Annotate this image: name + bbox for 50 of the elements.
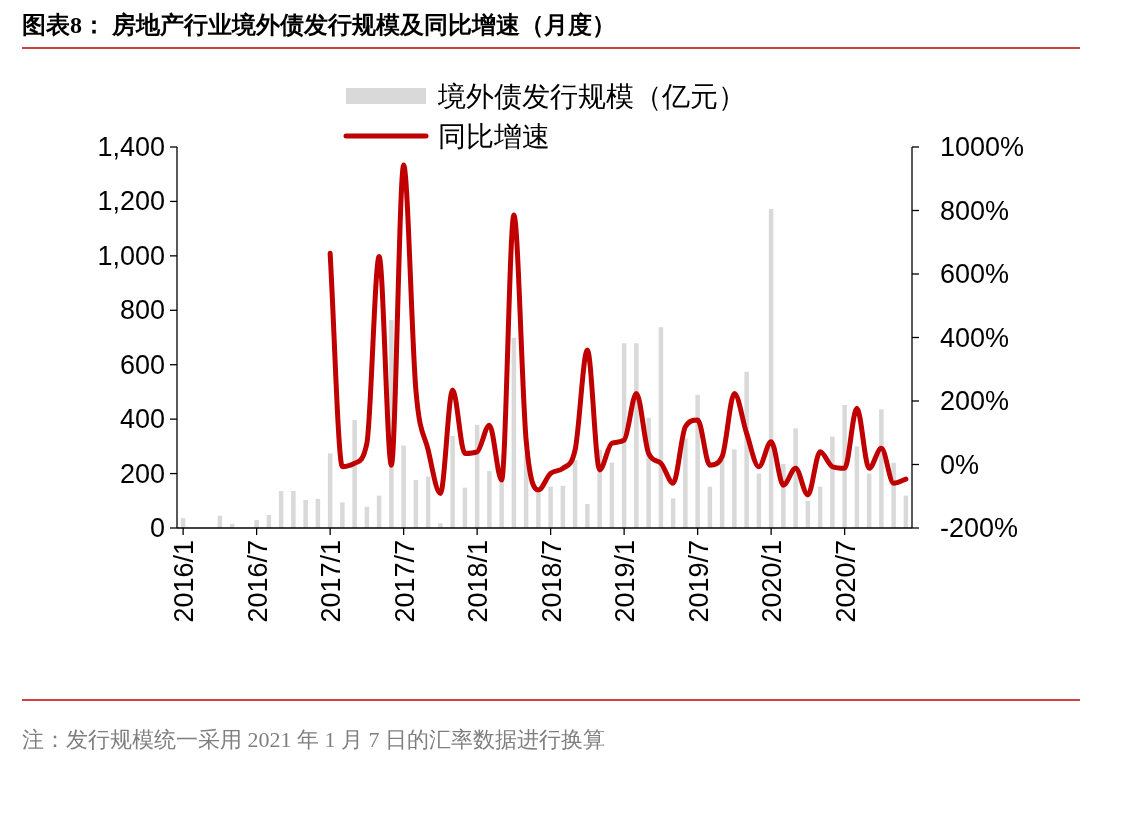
x-tick-label: 2017/7 [389, 540, 420, 623]
x-tick-label: 2018/1 [463, 540, 494, 623]
bar [830, 436, 835, 528]
bar [695, 394, 700, 528]
y-tick-label: 800 [119, 295, 165, 326]
bar [340, 502, 345, 528]
bar [303, 499, 308, 528]
y-tick-label: 600 [119, 349, 165, 380]
bar [352, 419, 357, 528]
x-tick-label: 2020/1 [757, 540, 788, 623]
y2-tick-label: -200% [940, 513, 1019, 543]
bar [254, 520, 259, 528]
bar [879, 409, 884, 528]
x-tick-label: 2016/1 [169, 540, 200, 623]
text: 注：发行规模统一采用 2021 年 1 月 7 日的汇率数据进行换算 [22, 727, 605, 752]
bar [536, 492, 541, 528]
bar [487, 471, 492, 528]
bar [450, 436, 455, 528]
bar [499, 480, 504, 528]
bar [548, 486, 553, 528]
bar [842, 404, 847, 528]
y2-tick-label: 600% [940, 259, 1010, 289]
x-tick-label: 2018/7 [536, 540, 567, 623]
x-tick-label: 2019/7 [683, 540, 714, 623]
x-tick-label: 2020/7 [830, 540, 861, 623]
bar [291, 490, 296, 528]
y-tick-label: 0 [149, 513, 165, 543]
bar [732, 449, 737, 528]
y2-tick-label: 0% [940, 449, 980, 480]
x-tick-label: 2019/1 [610, 540, 641, 623]
y2-tick-label: 800% [940, 195, 1010, 226]
chart-title: 图表8： 房地产行业境外债发行规模及同比增速（月度） [22, 12, 616, 38]
y2-tick-label: 200% [940, 386, 1010, 416]
y2-tick-label: 400% [940, 322, 1010, 353]
y-tick-label: 1,400 [97, 132, 165, 162]
legend-label: 境外债发行规模（亿元） [437, 81, 746, 112]
y-tick-label: 1,200 [97, 186, 165, 217]
bar [634, 343, 639, 528]
y-tick-label: 200 [119, 458, 165, 489]
bar [438, 523, 443, 528]
y2-tick-label: 1000% [940, 132, 1025, 162]
bar [401, 445, 406, 528]
y-tick-label: 1,000 [97, 240, 165, 271]
x-tick-label: 2017/1 [316, 540, 347, 623]
bar [793, 428, 798, 528]
y-tick-label: 400 [119, 404, 165, 435]
bar [585, 504, 590, 528]
legend-label: 同比增速 [438, 121, 550, 152]
x-tick-label: 2016/7 [242, 540, 273, 623]
bar [683, 438, 688, 528]
